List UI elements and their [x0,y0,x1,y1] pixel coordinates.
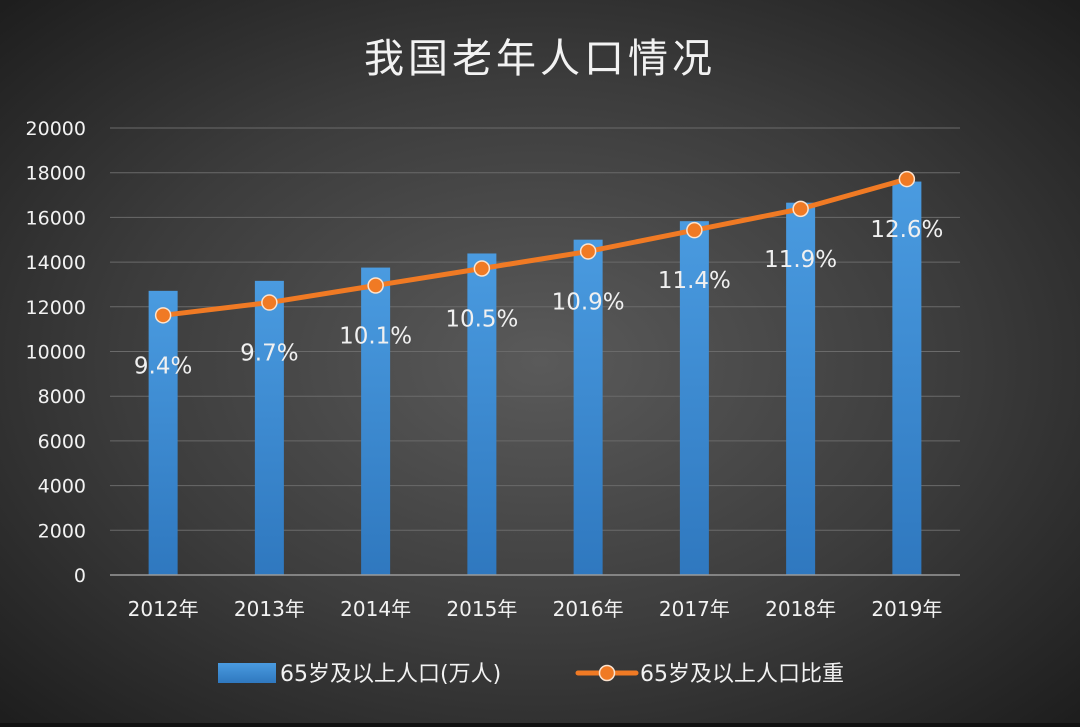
bar-series [148,181,922,576]
legend-label: 65岁及以上人口(万人) [280,662,501,687]
y-tick-label: 16000 [26,207,86,229]
data-label: 12.6% [870,217,943,243]
y-tick-label: 8000 [38,386,86,408]
legend-swatch-bar [218,663,276,683]
x-tick-label: 2016年 [553,597,624,621]
legend-label: 65岁及以上人口比重 [640,662,844,687]
bar [679,221,709,575]
x-tick-label: 2015年 [446,597,517,621]
bar [892,181,922,576]
y-tick-label: 0 [74,565,86,587]
legend-swatch-point [598,664,616,682]
x-tick-label: 2017年 [659,597,730,621]
legend: 65岁及以上人口(万人) 65岁及以上人口比重 [218,662,844,687]
data-label: 10.5% [445,306,518,332]
line-point [579,243,597,260]
line-series [154,170,916,324]
x-tick-label: 2013年 [234,597,305,621]
gridlines [110,127,960,531]
bar [254,280,284,575]
data-labels: 9.4% 9.7% 10.1% 10.5% 10.9% 11.4% 11.9% 12.6% [134,217,944,379]
bar [361,267,391,575]
y-tick-label: 14000 [26,252,86,274]
bar [467,253,497,575]
data-label: 11.4% [658,268,731,294]
x-axis-ticks: 2012年 2013年 2014年 2015年 2016年 2017年 2018年 2019年 [128,597,943,621]
x-tick-label: 2012年 [128,597,199,621]
data-label: 9.7% [240,341,298,367]
bar [786,202,816,575]
x-tick-label: 2018年 [765,597,836,621]
y-tick-label: 2000 [38,520,86,542]
y-tick-label: 6000 [38,431,86,453]
y-tick-label: 12000 [26,297,86,319]
line-point [261,294,278,311]
y-axis-ticks: 0 2000 4000 6000 8000 10000 12000 14000 16000 180… [26,118,86,587]
data-label: 10.1% [339,324,412,350]
line-point [686,221,703,239]
line-point [154,307,172,324]
data-label: 9.4% [134,353,192,379]
line-path [160,176,910,318]
line-point [898,170,916,188]
data-label: 11.9% [764,247,837,273]
bar [573,239,603,575]
line-point [792,200,809,218]
chart-title: 我国老年人口情况 [364,36,716,82]
line-point [367,277,384,294]
data-label: 10.9% [552,289,625,315]
y-tick-label: 10000 [26,342,86,364]
y-tick-label: 20000 [26,118,86,140]
y-tick-label: 18000 [26,163,86,185]
line-point [473,260,491,277]
y-tick-label: 4000 [38,476,86,498]
bar [148,290,178,575]
x-tick-label: 2019年 [871,597,942,621]
x-tick-label: 2014年 [340,597,411,621]
